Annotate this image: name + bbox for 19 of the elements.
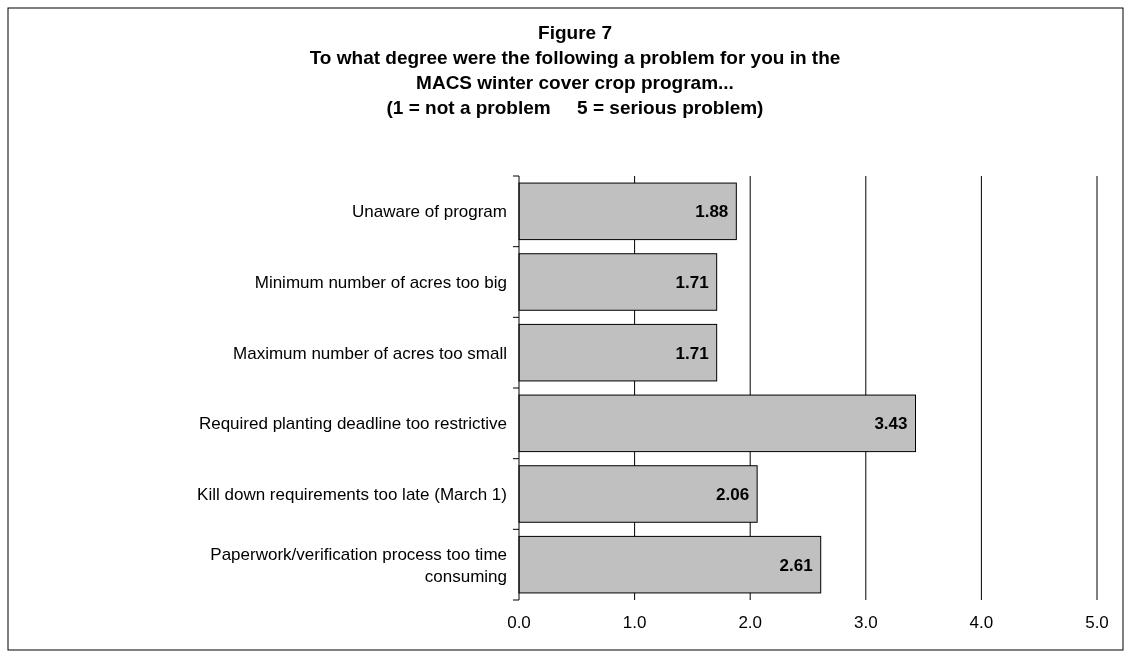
y-tick-label: Kill down requirements too late (March 1) xyxy=(197,484,507,504)
x-tick-label: 5.0 xyxy=(1085,613,1109,632)
x-tick-label: 0.0 xyxy=(507,613,531,632)
x-tick-label: 3.0 xyxy=(853,613,878,632)
y-tick-label: Required planting deadline too restrictive xyxy=(198,414,507,434)
x-tick-label: 1.0 xyxy=(622,613,647,632)
y-tick-label: Maximum number of acres too small xyxy=(233,343,507,363)
data-label: 2.06 xyxy=(716,484,750,504)
x-tick-label: 4.0 xyxy=(969,613,994,632)
data-label: 1.88 xyxy=(695,202,729,222)
chart-title: Figure 7 To what degree were the following a problem for you in the MACS winter cover crop program... (1 = not a problem 5 = serious problem) xyxy=(309,22,841,118)
data-label: 3.43 xyxy=(874,414,908,434)
y-tick-label: Unaware of program xyxy=(352,202,507,222)
y-tick-label: Paperwork/verification process too time consuming xyxy=(210,544,507,586)
data-label: 1.71 xyxy=(675,272,709,292)
data-label: 1.71 xyxy=(675,343,709,363)
x-tick-label: 2.0 xyxy=(738,613,763,632)
y-tick-label: Minimum number of acres too big xyxy=(254,272,507,292)
data-label: 2.61 xyxy=(779,555,813,575)
